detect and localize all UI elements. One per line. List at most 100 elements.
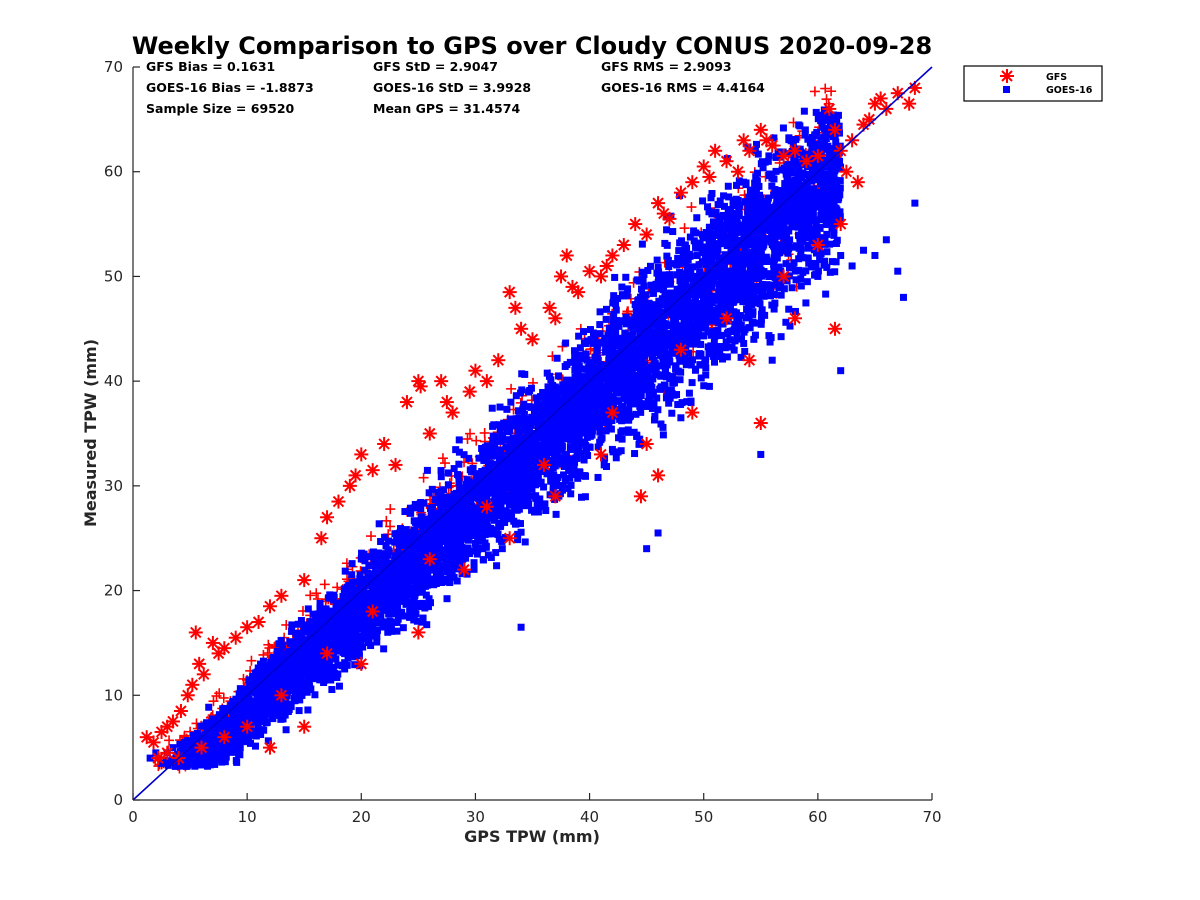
goes16-cloud-point	[611, 273, 619, 281]
goes16-cloud-point	[452, 446, 460, 454]
goes16-cloud-point	[722, 282, 730, 290]
goes16-cloud-point	[511, 504, 519, 512]
goes16-cloud-point	[246, 680, 254, 688]
goes16-cloud-point	[543, 409, 551, 417]
goes16-cloud-point	[644, 266, 652, 274]
goes16-cloud-point	[563, 434, 571, 442]
goes16-cloud-point	[542, 507, 550, 515]
goes16-cloud-point	[407, 509, 415, 517]
goes16-cloud-point	[745, 311, 753, 319]
goes16-cloud-point	[619, 409, 627, 417]
gfs-cloud-point	[679, 223, 690, 234]
goes16-cloud-point	[624, 428, 632, 436]
goes16-cloud-point	[624, 285, 632, 293]
goes16-cloud-point	[783, 181, 791, 189]
goes16-cloud-point	[754, 150, 762, 158]
goes16-cloud-point	[660, 276, 668, 284]
goes16-cloud-point	[527, 457, 535, 465]
goes16-cloud-point	[600, 383, 608, 391]
goes16-cloud-point	[557, 388, 565, 396]
goes16-cloud-point	[612, 333, 620, 341]
goes16-cloud-point	[669, 335, 677, 343]
goes16-cloud-point	[422, 591, 430, 599]
goes16-cloud-point	[324, 670, 332, 678]
goes16-cloud-point	[736, 201, 744, 209]
goes16-cloud-point	[596, 428, 604, 436]
goes16-cloud-point	[618, 435, 626, 443]
goes16-cloud-point	[814, 267, 822, 275]
goes16-cloud-point	[623, 291, 631, 299]
goes16-cloud-point	[597, 396, 605, 404]
goes16-cloud-point	[790, 207, 798, 215]
goes16-cloud-point	[532, 394, 540, 402]
goes16-cloud-point	[465, 478, 473, 486]
goes16-cloud-point	[443, 497, 451, 505]
goes16-cloud-point	[330, 591, 338, 599]
goes16-cloud-point	[782, 260, 790, 268]
goes16-cloud-point	[505, 491, 513, 499]
goes16-cloud-point	[678, 237, 686, 245]
goes16-cloud-point	[618, 283, 626, 291]
goes16-cloud-point	[750, 221, 758, 229]
goes16-cloud-point	[442, 563, 450, 571]
goes16-cloud-point	[630, 428, 638, 436]
goes16-cloud-point	[353, 641, 361, 649]
goes16-cloud-point	[565, 463, 573, 471]
goes16-cloud-point	[786, 190, 794, 198]
goes16-cloud-point	[325, 674, 333, 682]
goes16-cloud-point	[687, 331, 695, 339]
goes16-cloud-point	[753, 140, 761, 148]
goes16-cloud-point	[482, 452, 490, 460]
goes16-cloud-point	[637, 408, 645, 416]
goes16-cloud-point	[640, 270, 648, 278]
goes16-cloud-point	[722, 338, 730, 346]
goes16-cloud-point	[711, 332, 719, 340]
goes16-cloud-point	[643, 385, 651, 393]
goes16-cloud-point	[287, 671, 295, 679]
goes16-cloud-point	[333, 674, 341, 682]
goes16-cloud-point	[639, 276, 647, 284]
goes16-cloud-point	[745, 259, 753, 267]
gfs-cloud-point	[218, 692, 229, 703]
goes16-cloud-point	[673, 326, 681, 334]
goes16-cloud-point	[543, 369, 551, 377]
goes16-cloud-point	[507, 398, 515, 406]
gfs-cloud-point	[437, 453, 448, 464]
goes16-cloud-point	[800, 107, 808, 115]
goes16-cloud-point	[537, 393, 545, 401]
goes16-cloud-point	[411, 546, 419, 554]
goes16-cloud-point	[790, 217, 798, 225]
goes16-cloud-point	[249, 672, 257, 680]
goes16-cloud-point	[724, 182, 732, 190]
goes16-cloud-point	[751, 242, 759, 250]
goes16-cloud-point	[832, 138, 840, 146]
goes16-cloud-point	[786, 236, 794, 244]
goes16-cloud-point	[794, 205, 802, 213]
gfs-cloud-point	[246, 655, 257, 666]
gfs-cloud-point	[214, 688, 225, 699]
goes16-cloud-point	[823, 112, 831, 120]
goes16-cloud-point	[752, 173, 760, 181]
goes16-cloud-point	[455, 436, 463, 444]
goes16-cloud-point	[687, 397, 695, 405]
goes16-cloud-point	[823, 230, 831, 238]
goes16-cloud-point	[245, 676, 253, 684]
goes16-cloud-point	[392, 607, 400, 615]
goes16-cloud-point	[618, 334, 626, 342]
goes16-cloud-point	[562, 376, 570, 384]
goes16-cloud-point	[783, 229, 791, 237]
goes16-cloud-point	[726, 336, 734, 344]
goes16-cloud-point	[580, 398, 588, 406]
goes16-cloud-point	[826, 240, 834, 248]
goes16-cloud-point	[796, 122, 804, 130]
goes16-cloud-point	[697, 317, 705, 325]
goes16-cloud-point	[310, 610, 318, 618]
goes16-cloud-point	[319, 606, 327, 614]
goes16-cloud-point	[788, 284, 796, 292]
goes16-cloud-point	[768, 182, 776, 190]
goes16-cloud-point	[408, 552, 416, 560]
goes16-cloud-point	[541, 500, 549, 508]
goes16-cloud-point	[696, 268, 704, 276]
goes16-cloud-point	[772, 167, 780, 175]
goes16-cloud-point	[613, 412, 621, 420]
